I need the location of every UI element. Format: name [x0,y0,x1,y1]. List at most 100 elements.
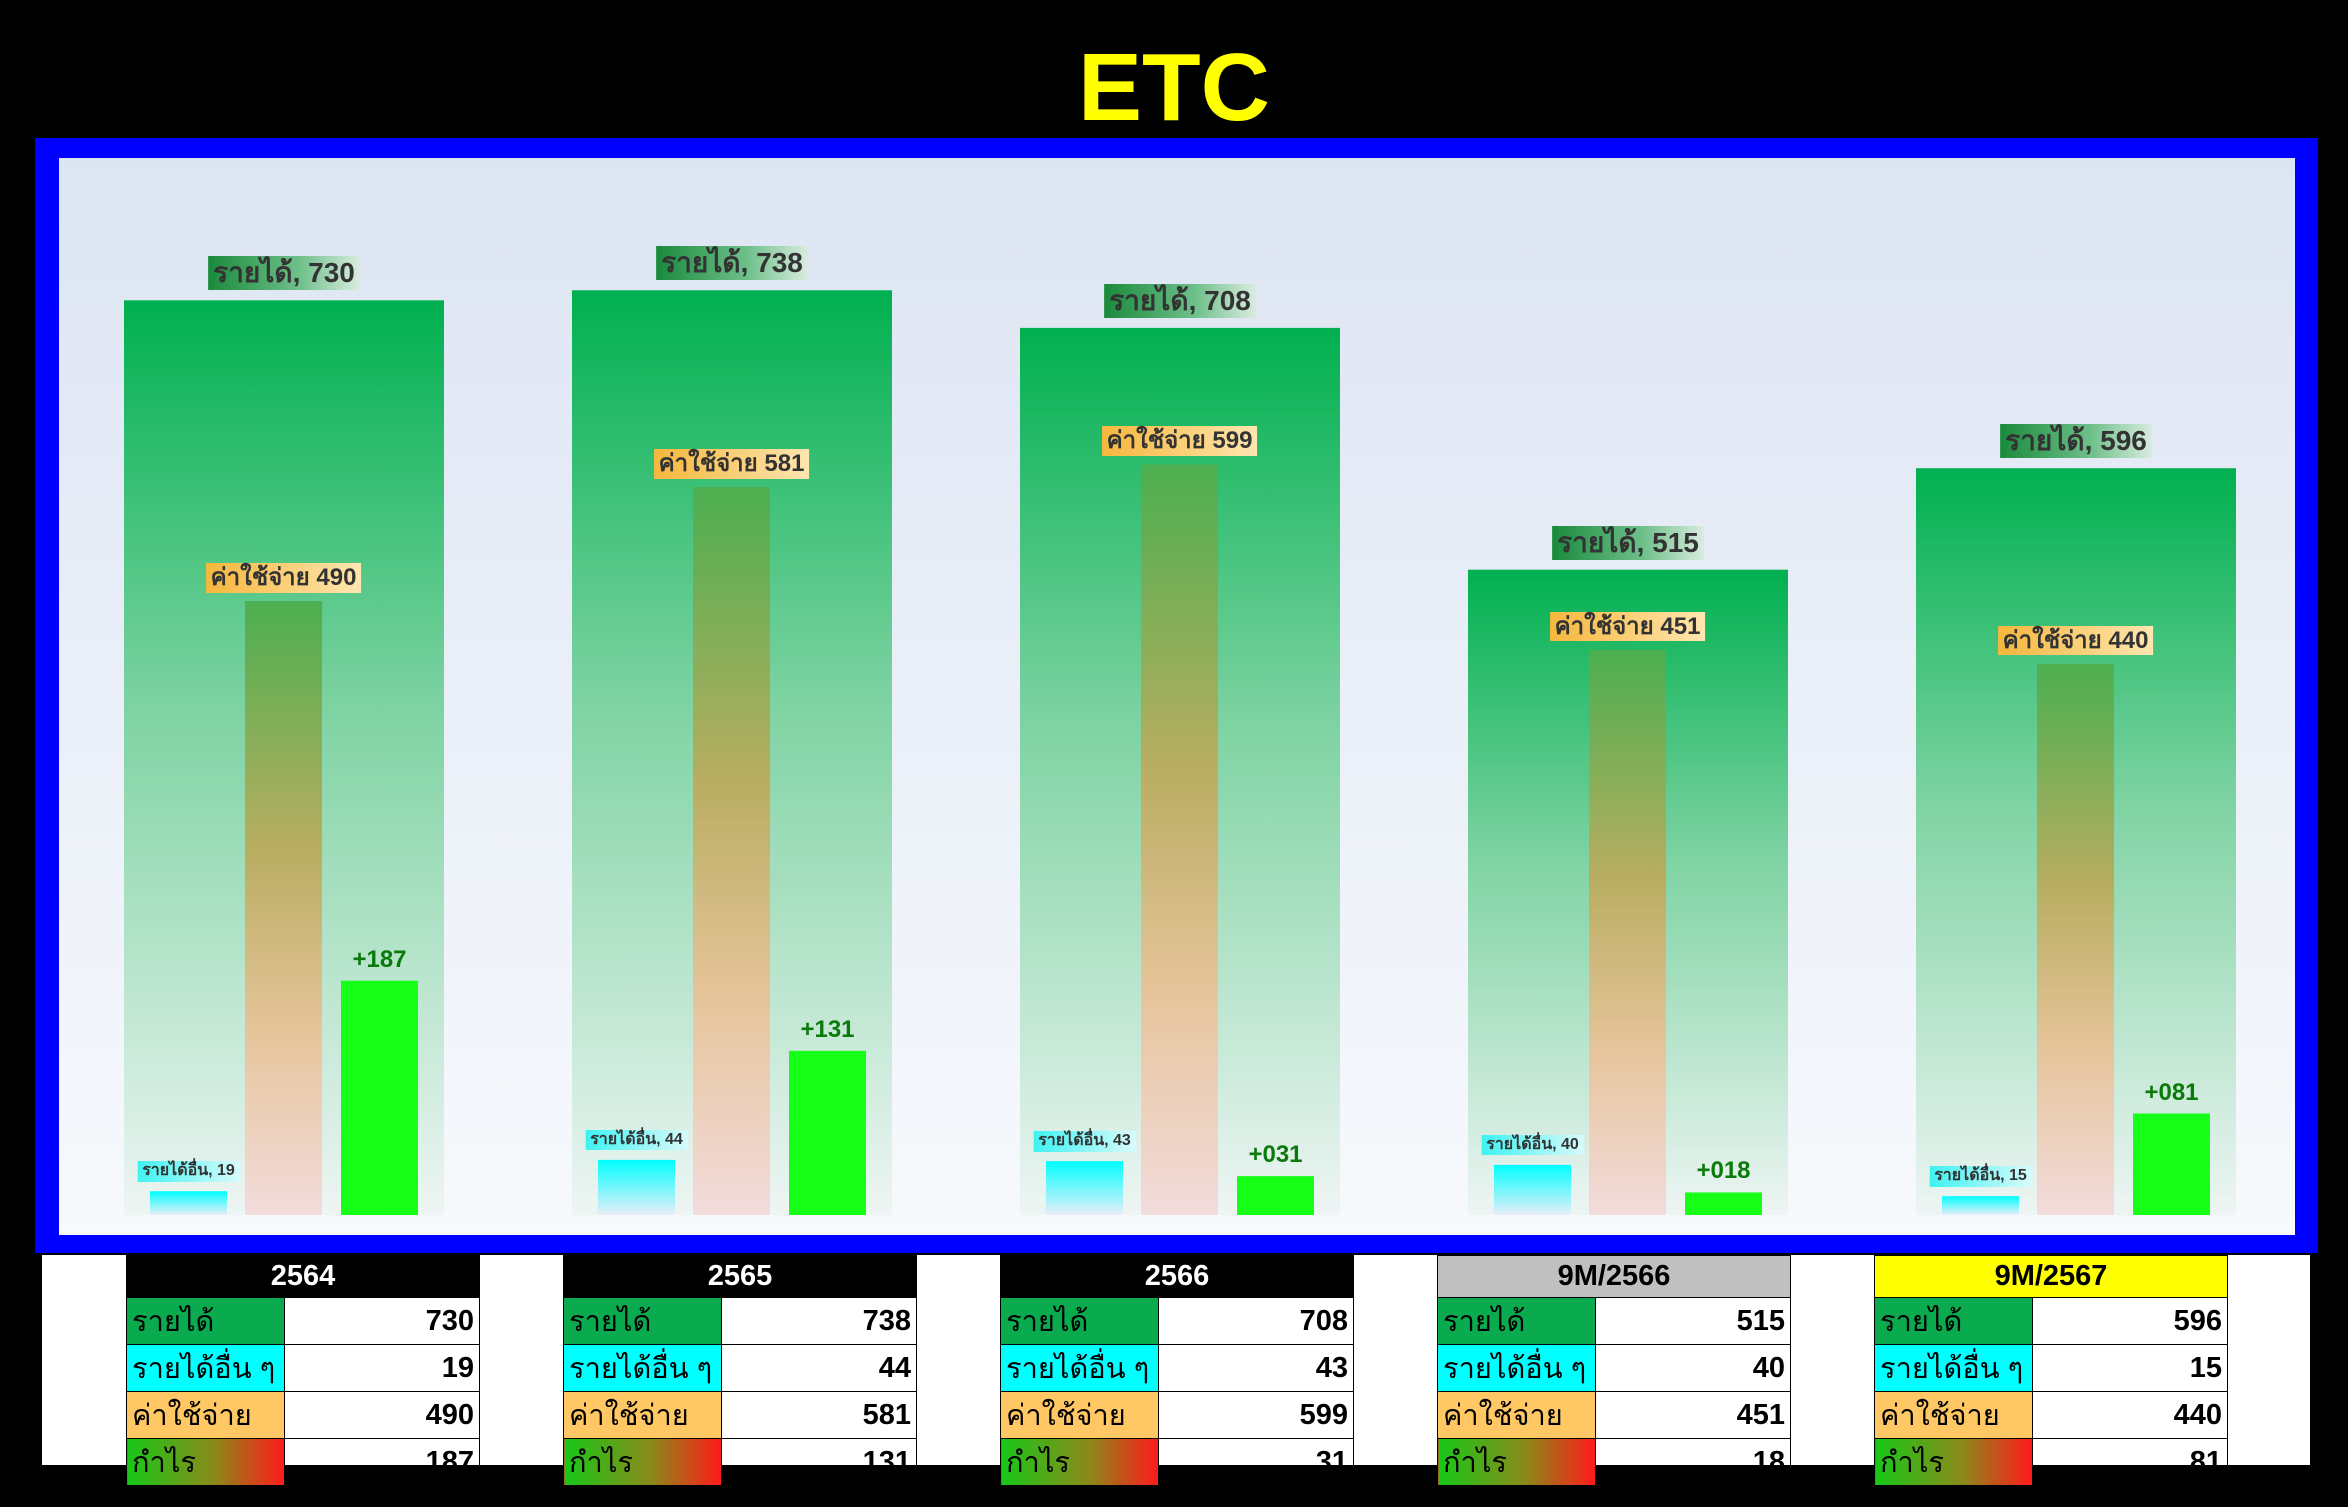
period-header: 2564 [126,1255,480,1298]
period-header: 9M/2567 [1874,1255,2228,1298]
table-row: กำไร 131 [563,1438,917,1486]
expense-data-label: ค่าใช้จ่าย 440 [1997,625,2154,656]
other-income-data-label: รายได้อื่น, 43 [1033,1131,1136,1152]
row-value: 187 [284,1438,480,1486]
row-value: 44 [721,1344,917,1392]
other-income-data-label: รายได้อื่น, 19 [137,1161,240,1182]
row-value: 599 [1158,1391,1354,1439]
expense-bar [245,601,322,1215]
row-value: 131 [721,1438,917,1486]
row-value: 515 [1595,1297,1791,1345]
bar-chart [124,290,2236,1216]
revenue-data-label: รายได้, 708 [1104,283,1256,319]
profit-bar [789,1050,866,1215]
expense-data-label: ค่าใช้จ่าย 490 [205,563,362,593]
row-value: 18 [1595,1438,1791,1486]
profit-bar [1685,1192,1762,1215]
row-label: ค่าใช้จ่าย [1874,1391,2033,1439]
row-label: กำไร [1437,1438,1596,1486]
row-value: 440 [2032,1391,2228,1439]
table-row: ค่าใช้จ่าย 451 [1437,1391,1791,1439]
other-income-bar [150,1191,227,1215]
row-value: 40 [1595,1344,1791,1392]
row-label: กำไร [126,1438,285,1486]
profit-data-label: +187 [352,945,407,973]
expense-data-label: ค่าใช้จ่าย 599 [1101,426,1258,457]
row-label: รายได้ [1000,1297,1159,1345]
profit-data-label: +018 [1696,1157,1751,1185]
row-value: 596 [2032,1297,2228,1345]
row-label: กำไร [1000,1438,1159,1486]
revenue-data-label: รายได้, 515 [1552,525,1704,560]
profit-bar [2133,1113,2210,1215]
page-title: ETC [1078,34,1270,141]
table-row: กำไร 187 [126,1438,480,1486]
plot-area: รายได้, 730 ค่าใช้จ่าย 490 รายได้อื่น, 19 +… [59,158,2295,1235]
row-label: รายได้อื่น ๆ [1000,1344,1159,1392]
table-row: รายได้ 738 [563,1297,917,1345]
other-income-bar [1942,1196,2019,1215]
row-label: กำไร [563,1438,722,1486]
table-row: ค่าใช้จ่าย 440 [1874,1391,2228,1439]
profit-data-label: +031 [1248,1141,1303,1169]
period-table: 9M/2567 รายได้ 596 รายได้อื่น ๆ 15 ค่าใช้จ่าย… [1874,1255,2228,1486]
other-income-data-label: รายได้อื่น, 15 [1929,1166,2032,1187]
row-value: 15 [2032,1344,2228,1392]
row-label: รายได้ [1874,1297,2033,1345]
row-value: 738 [721,1297,917,1345]
row-label: รายได้อื่น ๆ [1874,1344,2033,1392]
other-income-bar [1494,1164,1571,1215]
row-value: 581 [721,1391,917,1439]
row-value: 708 [1158,1297,1354,1345]
row-value: 490 [284,1391,480,1439]
period-header: 2565 [563,1255,917,1298]
period-header: 2566 [1000,1255,1354,1298]
other-income-data-label: รายได้อื่น, 44 [585,1129,688,1151]
row-label: ค่าใช้จ่าย [126,1391,285,1439]
table-row: รายได้ 708 [1000,1297,1354,1345]
other-income-bar [598,1159,675,1215]
row-value: 451 [1595,1391,1791,1439]
row-label: ค่าใช้จ่าย [563,1391,722,1439]
table-row: ค่าใช้จ่าย 490 [126,1391,480,1439]
row-value: 31 [1158,1438,1354,1486]
row-label: รายได้อื่น ๆ [126,1344,285,1392]
table-row: ค่าใช้จ่าย 599 [1000,1391,1354,1439]
expense-data-label: ค่าใช้จ่าย 451 [1549,611,1706,642]
table-row: กำไร 31 [1000,1438,1354,1486]
summary-tables: 2564 รายได้ 730 รายได้อื่น ๆ 19 ค่าใช้จ่าย 490… [42,1255,2310,1486]
profit-data-label: +131 [800,1015,855,1043]
revenue-data-label: รายได้, 596 [2000,424,2152,459]
row-label: ค่าใช้จ่าย [1437,1391,1596,1439]
row-label: รายได้ [563,1297,722,1345]
profit-bar [341,980,418,1215]
period-header: 9M/2566 [1437,1255,1791,1298]
table-row: รายได้อื่น ๆ 44 [563,1344,917,1392]
revenue-data-label: รายได้, 738 [656,246,808,281]
other-income-bar [1046,1161,1123,1215]
expense-data-label: ค่าใช้จ่าย 581 [653,449,810,479]
period-table: 9M/2566 รายได้ 515 รายได้อื่น ๆ 40 ค่าใช้จ่าย… [1437,1255,1791,1486]
table-row: รายได้ 596 [1874,1297,2228,1345]
row-value: 730 [284,1297,480,1345]
expense-bar [1589,649,1666,1215]
period-table: 2565 รายได้ 738 รายได้อื่น ๆ 44 ค่าใช้จ่าย 581… [563,1255,917,1486]
row-label: ค่าใช้จ่าย [1000,1391,1159,1439]
row-label: รายได้อื่น ๆ [1437,1344,1596,1392]
row-value: 43 [1158,1344,1354,1392]
expense-bar [693,487,770,1216]
revenue-data-label: รายได้, 730 [208,256,360,291]
other-income-data-label: รายได้อื่น, 40 [1481,1134,1584,1156]
table-row: กำไร 18 [1437,1438,1791,1486]
table-row: รายได้ 515 [1437,1297,1791,1345]
table-row: ค่าใช้จ่าย 581 [563,1391,917,1439]
table-row: รายได้อื่น ๆ 43 [1000,1344,1354,1392]
row-label: รายได้อื่น ๆ [563,1344,722,1392]
table-row: รายได้อื่น ๆ 19 [126,1344,480,1392]
row-value: 19 [284,1344,480,1392]
row-label: กำไร [1874,1438,2033,1486]
chart-frame: รายได้, 730 ค่าใช้จ่าย 490 รายได้อื่น, 19 +… [35,138,2318,1253]
expense-bar [1141,464,1218,1215]
period-table: 2566 รายได้ 708 รายได้อื่น ๆ 43 ค่าใช้จ่าย 599… [1000,1255,1354,1486]
profit-data-label: +081 [2144,1078,2199,1106]
